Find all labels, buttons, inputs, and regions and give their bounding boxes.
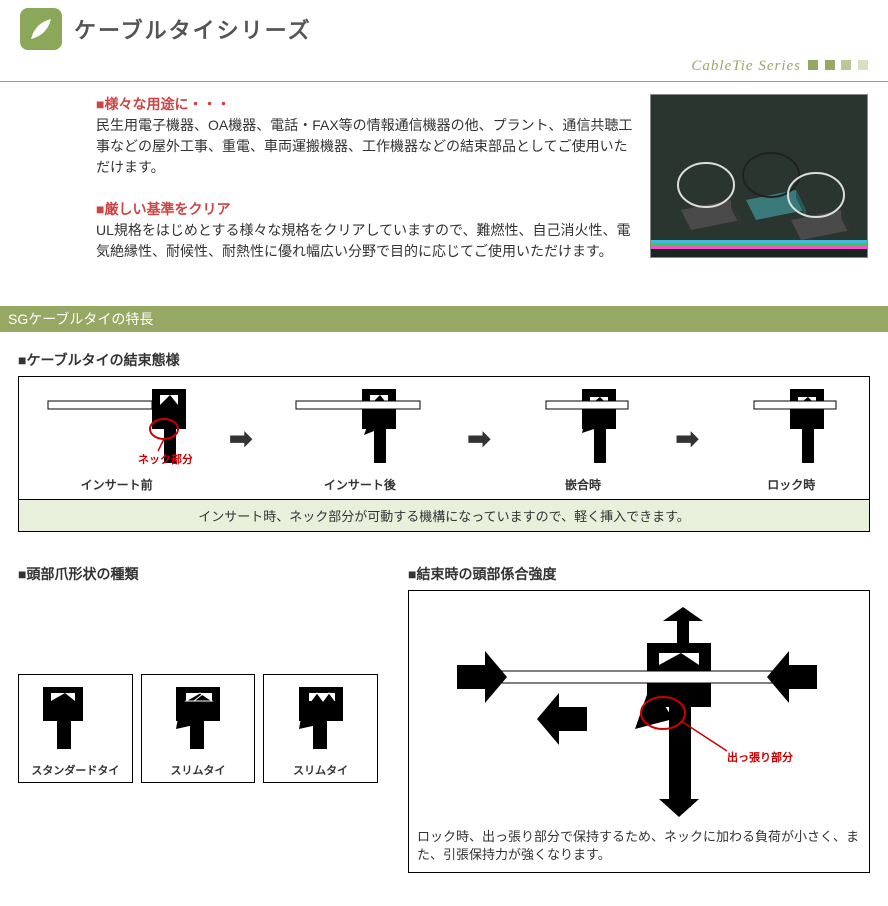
claw-label: スリムタイ	[148, 762, 249, 778]
intro-heading-1: ■様々な用途に・・・	[96, 94, 638, 115]
square-icon	[825, 60, 835, 70]
protrusion-label: 出っ張り部分	[727, 750, 793, 764]
binding-stages-row: ネック部分 インサート前 ➡ インサート後 ➡	[19, 377, 869, 499]
arrow-icon: ➡	[229, 422, 252, 455]
subtitle-text: CableTie Series	[691, 58, 801, 74]
binding-heading: ■ケーブルタイの結束態様	[18, 350, 888, 370]
neck-label: ネック部分	[138, 452, 192, 466]
product-photo	[650, 94, 868, 258]
stage-3: 嵌合時	[528, 383, 638, 493]
stage-2: インサート後	[290, 383, 430, 493]
square-icon	[858, 60, 868, 70]
claw-label: スリムタイ	[270, 762, 371, 778]
strength-caption: ロック時、出っ張り部分で保持するため、ネックに加わる負荷が小さく、また、引張保持…	[417, 828, 861, 864]
claw-column: ■頭部爪形状の種類 スタンダードタイ	[18, 556, 378, 873]
arrow-icon: ➡	[675, 422, 698, 455]
square-icon	[841, 60, 851, 70]
binding-caption: インサート時、ネック部分が可動する機構になっていますので、軽く挿入できます。	[19, 499, 869, 531]
subtitle-en: CableTie Series	[691, 58, 868, 75]
intro-section: ■様々な用途に・・・ 民生用電子機器、OA機器、電話・FAX等の情報通信機器の他…	[0, 82, 888, 282]
intro-text: ■様々な用途に・・・ 民生用電子機器、OA機器、電話・FAX等の情報通信機器の他…	[96, 94, 638, 262]
strength-diagram: 出っ張り部分 ロック時、出っ張り部分で保持するため、ネックに加わる負荷が小さく、…	[408, 590, 870, 873]
page-title: ケーブルタイシリーズ	[74, 13, 312, 45]
stage-label: インサート後	[290, 476, 430, 493]
claw-type-2: スリムタイ	[141, 674, 256, 783]
page-header: ケーブルタイシリーズ	[0, 0, 888, 54]
claw-type-3: スリムタイ	[263, 674, 378, 783]
claw-heading: ■頭部爪形状の種類	[18, 564, 378, 584]
stage-label: インサート前	[42, 476, 192, 493]
claw-types-row: スタンダードタイ スリムタイ	[18, 674, 378, 783]
intro-body-2: UL規格をはじめとする様々な規格をクリアしていますので、難燃性、自己消火性、電気…	[96, 220, 638, 262]
arrow-icon: ➡	[467, 422, 490, 455]
binding-diagram: ネック部分 インサート前 ➡ インサート後 ➡	[18, 376, 870, 532]
subtitle-bar: CableTie Series	[0, 54, 888, 82]
intro-body-1: 民生用電子機器、OA機器、電話・FAX等の情報通信機器の他、プラント、通信共聴工…	[96, 115, 638, 178]
square-icon	[808, 60, 818, 70]
stage-label: ロック時	[736, 476, 846, 493]
stage-4: ロック時	[736, 383, 846, 493]
stage-label: 嵌合時	[528, 476, 638, 493]
strength-heading: ■結束時の頭部係合強度	[408, 564, 870, 584]
row-2: ■頭部爪形状の種類 スタンダードタイ	[0, 556, 888, 873]
claw-label: スタンダードタイ	[25, 762, 126, 778]
intro-heading-2: ■厳しい基準をクリア	[96, 199, 638, 220]
section-title: SGケーブルタイの特長	[0, 306, 888, 332]
logo-icon	[20, 8, 62, 50]
stage-1: ネック部分 インサート前	[42, 383, 192, 493]
strength-column: ■結束時の頭部係合強度 出っ張り部分 ロック時、出っ張り部分で保	[408, 556, 870, 873]
claw-type-1: スタンダードタイ	[18, 674, 133, 783]
